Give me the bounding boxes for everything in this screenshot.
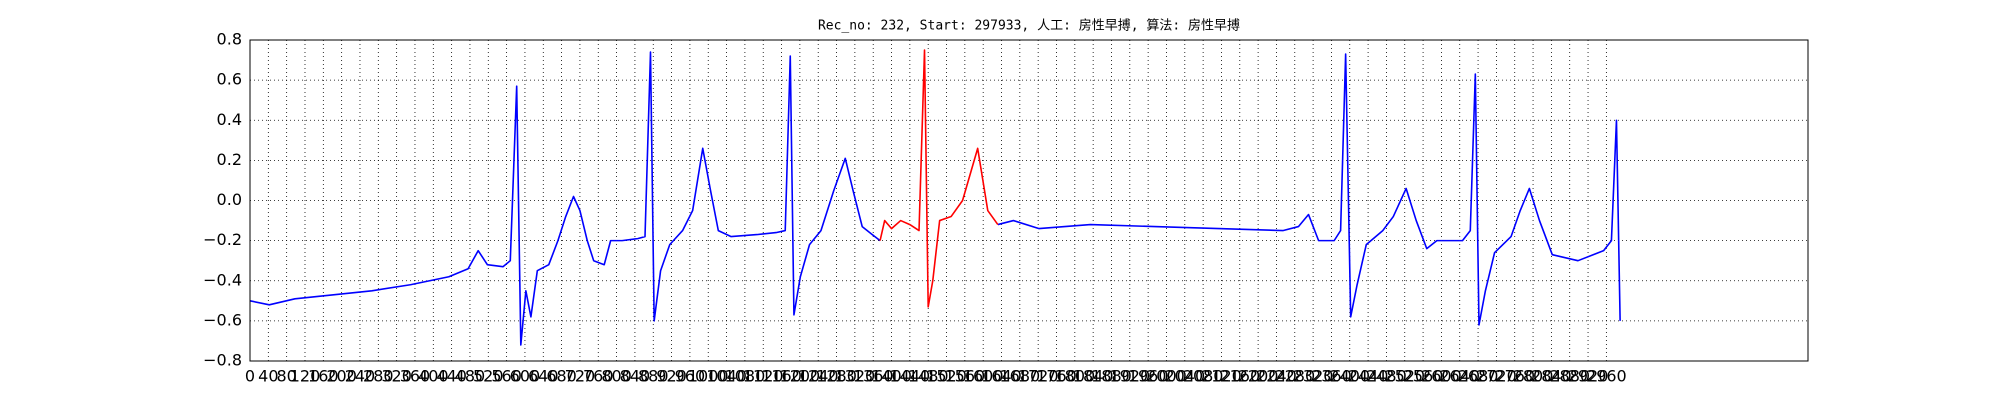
x-tick-label: 2360 — [1311, 367, 1352, 386]
x-tick-label: 120 — [290, 367, 321, 386]
x-tick-label: 880 — [638, 367, 669, 386]
x-tick-label: 2600 — [1421, 367, 1462, 386]
x-tick-label: 2520 — [1384, 367, 1425, 386]
x-tick-label: 1760 — [1036, 367, 1077, 386]
x-tick-label: 1920 — [1109, 367, 1150, 386]
x-tick-label: 960 — [675, 367, 706, 386]
x-tick-label: 1800 — [1054, 367, 1095, 386]
x-tick-label: 920 — [656, 367, 687, 386]
x-tick-label: 1400 — [871, 367, 912, 386]
x-tick-label: 2960 — [1586, 367, 1627, 386]
x-tick-label: 80 — [276, 367, 296, 386]
x-tick-label: 1640 — [981, 367, 1022, 386]
x-tick-label: 1080 — [725, 367, 766, 386]
x-tick-label: 2800 — [1513, 367, 1554, 386]
x-tick-label: 1240 — [798, 367, 839, 386]
x-tick-label: 2040 — [1164, 367, 1205, 386]
x-tick-label: 800 — [601, 367, 632, 386]
x-tick-label: 1000 — [688, 367, 729, 386]
x-tick-label: 2880 — [1549, 367, 1590, 386]
x-tick-label: 760 — [583, 367, 614, 386]
x-tick-label: 1560 — [944, 367, 985, 386]
x-tick-label: 2440 — [1348, 367, 1389, 386]
x-tick-label: 1840 — [1073, 367, 1114, 386]
y-tick-label: 0.0 — [217, 190, 242, 209]
x-tick-label: 600 — [510, 367, 541, 386]
ecg-line — [249, 51, 1621, 346]
x-tick-label: 1480 — [908, 367, 949, 386]
x-tick-label: 1720 — [1018, 367, 1059, 386]
x-tick-label: 200 — [326, 367, 357, 386]
x-tick-label: 2280 — [1274, 367, 1315, 386]
x-tick-label: 2760 — [1494, 367, 1535, 386]
x-tick-label: 2160 — [1219, 367, 1260, 386]
x-tick-label: 2920 — [1568, 367, 1609, 386]
plot-frame — [249, 39, 1809, 362]
x-tick-label: 1200 — [780, 367, 821, 386]
x-tick-label: 2200 — [1238, 367, 1279, 386]
x-tick-label: 640 — [528, 367, 559, 386]
x-tick-label: 2560 — [1403, 367, 1444, 386]
x-tick-label: 1360 — [853, 367, 894, 386]
y-tick-label: 0.6 — [217, 70, 242, 89]
x-tick-label: 2480 — [1366, 367, 1407, 386]
x-tick-label: 1960 — [1128, 367, 1169, 386]
x-tick-label: 0 — [245, 367, 255, 386]
x-tick-label: 2400 — [1329, 367, 1370, 386]
chart-title: Rec_no: 232, Start: 297933, 人工: 房性早搏, 算法… — [818, 18, 1240, 34]
x-tick-label: 1440 — [889, 367, 930, 386]
x-tick-label: 280 — [363, 367, 394, 386]
y-tick-label: −0.4 — [203, 270, 242, 289]
y-tick-label: −0.2 — [203, 230, 242, 249]
y-tick-label: 0.8 — [217, 30, 242, 49]
x-tick-label: 40 — [258, 367, 278, 386]
ecg-line — [879, 49, 999, 308]
x-tick-label: 1040 — [706, 367, 747, 386]
x-tick-label: 1520 — [926, 367, 967, 386]
x-tick-label: 320 — [381, 367, 412, 386]
y-tick-label: −0.6 — [203, 310, 242, 329]
x-tick-label: 1880 — [1091, 367, 1132, 386]
x-tick-label: 1120 — [743, 367, 784, 386]
x-tick-label: 2640 — [1439, 367, 1480, 386]
x-tick-label: 560 — [491, 367, 522, 386]
x-tick-label: 520 — [473, 367, 504, 386]
x-tick-label: 440 — [436, 367, 467, 386]
x-tick-label: 680 — [546, 367, 577, 386]
x-tick-label: 840 — [620, 367, 651, 386]
x-tick-label: 2000 — [1146, 367, 1187, 386]
y-tick-label: −0.8 — [203, 351, 242, 370]
x-tick-label: 720 — [565, 367, 596, 386]
x-tick-label: 480 — [455, 367, 486, 386]
x-tick-label: 2080 — [1183, 367, 1224, 386]
x-tick-label: 1680 — [999, 367, 1040, 386]
x-tick-label: 360 — [400, 367, 431, 386]
x-tick-label: 2680 — [1458, 367, 1499, 386]
x-tick-label: 2840 — [1531, 367, 1572, 386]
x-tick-label: 160 — [308, 367, 339, 386]
y-tick-label: 0.4 — [217, 110, 242, 129]
x-tick-label: 1320 — [835, 367, 876, 386]
x-tick-label: 1280 — [816, 367, 857, 386]
x-tick-label: 2320 — [1293, 367, 1334, 386]
x-tick-label: 1600 — [963, 367, 1004, 386]
x-tick-label: 240 — [345, 367, 376, 386]
y-tick-label: 0.2 — [217, 150, 242, 169]
x-tick-label: 2720 — [1476, 367, 1517, 386]
x-tick-label: 2120 — [1201, 367, 1242, 386]
x-tick-label: 2240 — [1256, 367, 1297, 386]
x-tick-label: 1160 — [761, 367, 802, 386]
x-tick-label: 400 — [418, 367, 449, 386]
